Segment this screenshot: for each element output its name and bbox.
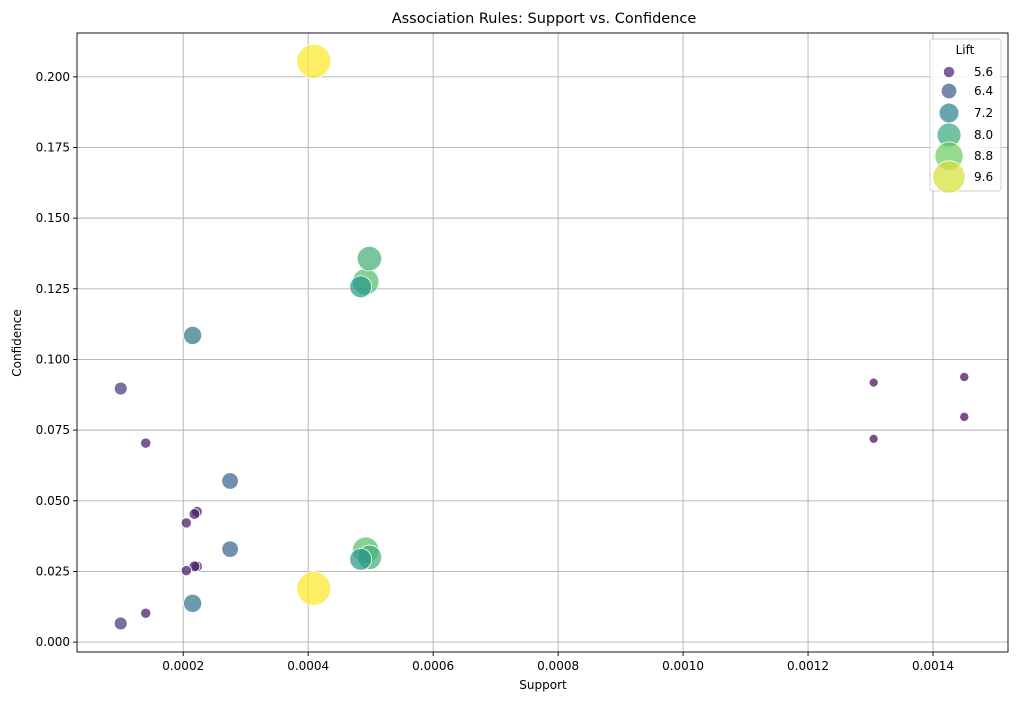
y-tick-label: 0.025 [36,564,70,578]
data-point [959,371,970,383]
x-tick-label: 0.0014 [912,659,954,673]
data-point [959,411,970,422]
y-tick-label: 0.050 [36,494,70,508]
x-tick-label: 0.0004 [287,659,329,673]
legend-marker [942,65,956,79]
x-axis-label: Support [519,678,567,692]
data-point [140,437,152,449]
data-point [221,540,239,558]
data-point [296,571,332,606]
legend-marker [938,102,960,124]
legend-entry-label: 8.8 [974,149,993,163]
legend-title: Lift [956,43,975,57]
y-tick-label: 0.100 [36,352,70,366]
data-point [183,593,203,613]
x-tick-label: 0.0012 [787,659,829,673]
data-point [296,43,332,79]
data-point [349,547,373,571]
legend-entry-label: 5.6 [974,65,993,79]
legend-marker [940,82,958,100]
x-tick-label: 0.0010 [662,659,704,673]
x-tick-label: 0.0002 [162,659,204,673]
y-axis-label: Confidence [10,309,24,376]
y-tick-label: 0.000 [36,635,70,649]
axis-ticks: 0.0002 0.0004 0.0006 0.0008 0.0010 0.0012 0.00… [36,70,954,673]
data-point [221,472,239,490]
data-point [113,616,128,631]
data-points [113,43,970,631]
y-tick-label: 0.075 [36,423,70,437]
grid [77,33,1008,652]
x-tick-label: 0.0006 [412,659,454,673]
data-point [140,607,152,619]
data-point [183,325,203,345]
data-point [180,565,192,577]
legend-marker [932,160,966,194]
legend: Lift 5.6 6.4 7.2 8.0 8.8 9.6 [929,38,1002,194]
data-point [356,245,383,272]
data-point [180,517,192,529]
y-tick-label: 0.150 [36,211,70,225]
x-tick-label: 0.0008 [537,659,579,673]
data-point [188,508,201,520]
data-point [868,433,879,444]
data-point [113,381,128,396]
legend-entry-label: 6.4 [974,84,993,98]
y-tick-label: 0.125 [36,282,70,296]
plot-frame [76,32,1009,653]
data-point [349,275,373,299]
y-tick-label: 0.175 [36,140,70,154]
legend-entry-label: 7.2 [974,106,993,120]
legend-entry-label: 9.6 [974,170,993,184]
legend-entry-label: 8.0 [974,128,993,142]
chart-title: Association Rules: Support vs. Confidenc… [392,11,697,27]
y-tick-label: 0.200 [36,70,70,84]
data-point [868,377,879,388]
